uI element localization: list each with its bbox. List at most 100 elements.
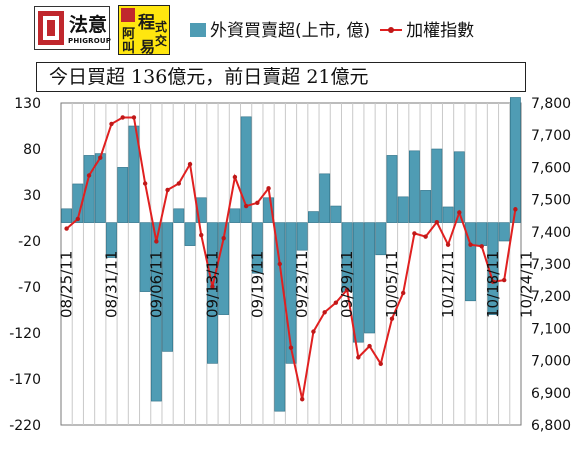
logo2-char: 易 [140, 38, 156, 56]
bar [94, 153, 106, 223]
line-point [75, 216, 81, 222]
bar [61, 208, 73, 223]
line-point [412, 231, 417, 236]
program-trading-logo: 程 式 阿 交 叫 易 [118, 5, 170, 56]
bar [251, 222, 263, 274]
line-point [389, 316, 395, 321]
bar [509, 97, 521, 223]
bar [72, 183, 84, 223]
left-axis-tick: 130 [14, 96, 41, 112]
line-point [311, 329, 316, 334]
x-axis-tick: 10/24/11 [518, 251, 536, 318]
logo2-char: 交 [155, 34, 168, 48]
left-axis-tick: -120 [9, 326, 41, 342]
right-axis-tick: 7,000 [531, 354, 571, 370]
line-point [98, 155, 103, 160]
bar [240, 116, 252, 223]
bar [386, 155, 398, 223]
left-axis-tick: -70 [18, 280, 41, 296]
bar [498, 222, 510, 242]
bar [352, 222, 364, 343]
x-axis-tick: 09/29/11 [338, 251, 356, 318]
line-point [288, 345, 294, 350]
left-axis-tick: 30 [23, 188, 41, 204]
bar [218, 222, 230, 315]
bar [150, 222, 162, 402]
phigroup-logo-text: 法意 [69, 14, 108, 36]
line-point [423, 234, 428, 239]
left-axis-tick: -20 [18, 234, 41, 250]
bar [453, 151, 465, 223]
legend-line-label: 加權指數 [406, 21, 475, 41]
right-axis-tick: 7,300 [531, 257, 571, 273]
right-axis-tick: 6,900 [531, 386, 571, 402]
x-axis-tick: 09/23/11 [293, 251, 311, 318]
right-axis-tick: 6,800 [531, 418, 571, 434]
x-axis-tick: 10/12/11 [439, 251, 457, 318]
line-point [187, 161, 193, 167]
legend: 外資買賣超(上市, 億) 加權指數 [190, 16, 474, 41]
line-point [232, 174, 238, 180]
bar [117, 167, 129, 223]
line-point [322, 310, 327, 315]
line-series [64, 115, 518, 402]
right-axis-tick: 7,400 [531, 225, 571, 241]
line-point [210, 284, 215, 289]
phigroup-mark-icon [38, 11, 64, 45]
x-axis-tick: 08/25/11 [58, 251, 76, 318]
bar [263, 197, 274, 223]
legend-bar-swatch [190, 23, 206, 37]
line-point [165, 187, 170, 193]
left-axis-tick: -170 [9, 372, 41, 388]
x-axis-tick: 08/31/11 [102, 251, 120, 318]
bar [330, 205, 342, 223]
right-axis-tick: 7,800 [531, 96, 571, 112]
headline-box: 今日買超 136億元，前日賣超 21億元 [36, 62, 526, 92]
right-axis-tick: 7,600 [531, 160, 571, 176]
line-point [243, 203, 249, 209]
line-point [378, 361, 383, 367]
program-trading-badge-icon [121, 8, 135, 22]
legend-line-swatch [380, 23, 403, 37]
bar [308, 211, 319, 223]
line-point [277, 261, 282, 267]
line-point [120, 115, 125, 120]
x-axis-tick: 09/19/11 [248, 251, 266, 318]
bar [420, 190, 432, 223]
phigroup-logo: 法意 PHIGROUP [34, 6, 111, 50]
x-axis-tick: 09/13/11 [203, 251, 221, 318]
bar [476, 222, 488, 246]
line-point [131, 115, 137, 120]
bar [397, 196, 409, 223]
gridlines [71, 103, 511, 425]
line-point [501, 277, 507, 283]
right-axis-tick: 7,700 [531, 128, 571, 144]
line-point [445, 242, 451, 247]
x-axis-labels: 08/25/11 08/31/11 09/06/11 09/13/11 09/19/11… [58, 251, 536, 318]
bar [274, 222, 286, 412]
bar [162, 222, 173, 352]
line-point [344, 287, 350, 292]
bar [296, 222, 308, 251]
line-point [154, 239, 159, 244]
line-point [176, 181, 182, 186]
line-point [300, 397, 305, 402]
bar [285, 222, 297, 364]
bar-series [61, 97, 521, 412]
logo2-char: 叫 [122, 41, 136, 56]
left-axis-tick: 80 [23, 142, 41, 158]
logo2-char: 式 [155, 20, 168, 34]
bar [229, 208, 241, 223]
line-point [109, 121, 114, 127]
right-axis-labels: 7,800 7,700 7,600 7,500 7,400 7,300 7,200 7,100… [531, 96, 571, 434]
bar [195, 197, 207, 223]
bar [364, 222, 375, 334]
line-point [468, 242, 473, 247]
bar [83, 155, 95, 223]
x-axis-tick: 10/05/11 [383, 251, 401, 318]
line-point [333, 300, 339, 305]
line-point [142, 181, 148, 186]
x-axis-tick: 09/06/11 [147, 251, 165, 318]
legend-bar-label: 外資買賣超(上市, 億) [210, 21, 371, 41]
